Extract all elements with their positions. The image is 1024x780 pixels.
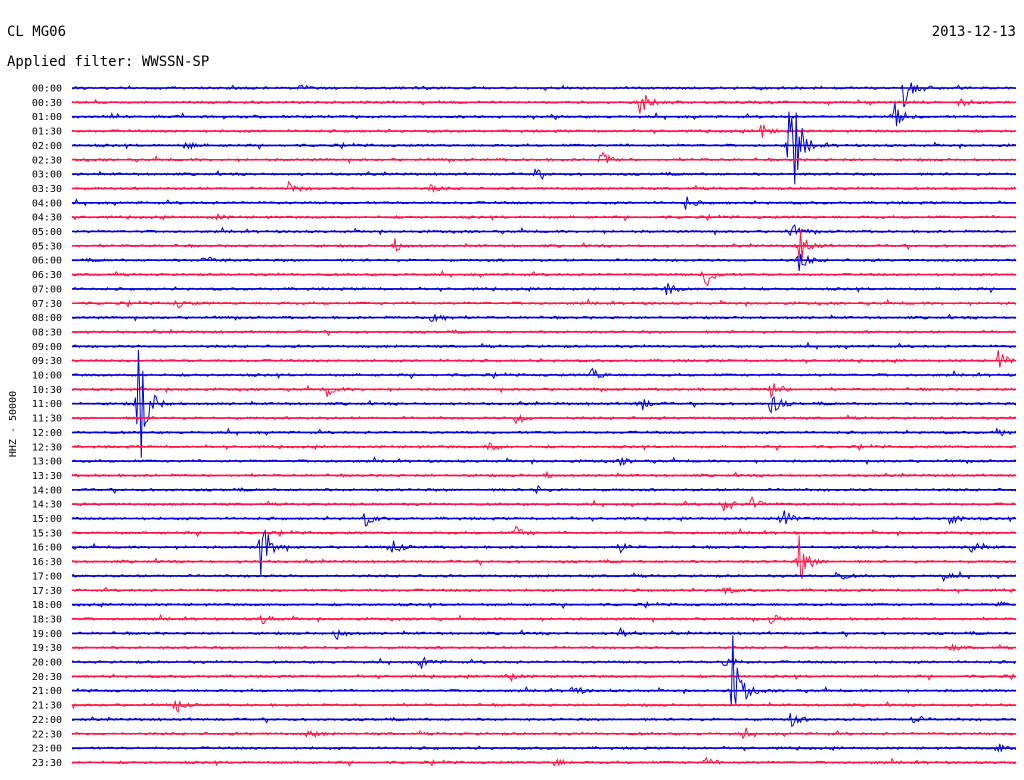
time-label: 19:00 bbox=[32, 629, 62, 640]
time-label: 05:30 bbox=[32, 241, 62, 252]
time-label: 03:00 bbox=[32, 170, 62, 181]
time-label: 03:30 bbox=[32, 184, 62, 195]
seismic-trace bbox=[71, 180, 1017, 194]
date-label: 2013-12-13 bbox=[932, 24, 1016, 40]
seismic-trace bbox=[71, 367, 1017, 380]
time-label: 20:30 bbox=[32, 672, 62, 683]
time-label: 09:30 bbox=[32, 356, 62, 367]
time-label: 23:30 bbox=[32, 758, 62, 769]
seismic-trace bbox=[71, 535, 1017, 580]
time-label: 15:00 bbox=[32, 514, 62, 525]
time-label: 17:30 bbox=[32, 586, 62, 597]
time-label: 21:30 bbox=[32, 701, 62, 712]
time-label: 13:00 bbox=[32, 457, 62, 468]
time-label: 06:00 bbox=[32, 256, 62, 267]
time-label: 09:00 bbox=[32, 342, 62, 353]
seismic-trace bbox=[71, 102, 1017, 127]
seismic-trace bbox=[71, 151, 1017, 164]
time-label: 12:30 bbox=[32, 442, 62, 453]
time-label: 07:30 bbox=[32, 299, 62, 310]
time-label: 01:00 bbox=[32, 112, 62, 123]
time-label: 08:30 bbox=[32, 327, 62, 338]
seismic-trace bbox=[71, 253, 1017, 272]
time-label: 01:30 bbox=[32, 127, 62, 138]
seismic-trace bbox=[71, 656, 1017, 669]
time-label: 05:00 bbox=[32, 227, 62, 238]
time-label: 18:00 bbox=[32, 600, 62, 611]
time-label: 02:00 bbox=[32, 141, 62, 152]
time-label: 22:30 bbox=[32, 729, 62, 740]
time-label: 06:30 bbox=[32, 270, 62, 281]
time-label: 17:00 bbox=[32, 571, 62, 582]
time-label: 18:30 bbox=[32, 614, 62, 625]
seismic-trace bbox=[71, 350, 1017, 368]
time-label: 00:00 bbox=[32, 84, 62, 95]
time-label: 10:30 bbox=[32, 385, 62, 396]
filter-label: Applied filter: WWSSN-SP bbox=[7, 54, 209, 70]
time-label: 10:00 bbox=[32, 371, 62, 382]
time-label: 11:00 bbox=[32, 399, 62, 410]
time-label: 21:00 bbox=[32, 686, 62, 697]
trace-group: 00:00 00:30 01:00 01:30 02:00 02:30 03:00 03:30… bbox=[32, 82, 1017, 769]
time-label: 07:00 bbox=[32, 284, 62, 295]
time-label: 02:30 bbox=[32, 155, 62, 166]
seismic-trace bbox=[71, 383, 1017, 399]
time-label: 11:30 bbox=[32, 414, 62, 425]
seismic-trace bbox=[71, 269, 1017, 287]
time-label: 20:00 bbox=[32, 658, 62, 669]
time-label: 15:30 bbox=[32, 528, 62, 539]
seismic-trace bbox=[71, 700, 1017, 714]
time-label: 16:00 bbox=[32, 543, 62, 554]
seismic-trace bbox=[71, 224, 1017, 237]
time-label: 12:00 bbox=[32, 428, 62, 439]
channel-axis-label: HHZ - 50000 bbox=[8, 391, 19, 457]
seismic-trace bbox=[71, 229, 1017, 260]
seismic-trace bbox=[71, 413, 1016, 425]
time-label: 04:00 bbox=[32, 198, 62, 209]
seismic-trace bbox=[71, 94, 1017, 114]
seismic-trace bbox=[71, 525, 1017, 538]
station-title: CL MG06 bbox=[7, 24, 66, 40]
time-label: 13:30 bbox=[32, 471, 62, 482]
time-label: 00:30 bbox=[32, 98, 62, 109]
time-label: 04:30 bbox=[32, 213, 62, 224]
time-label: 08:00 bbox=[32, 313, 62, 324]
seismic-trace bbox=[71, 672, 1017, 683]
time-label: 16:30 bbox=[32, 557, 62, 568]
time-label: 22:00 bbox=[32, 715, 62, 726]
time-label: 23:00 bbox=[32, 744, 62, 755]
seismic-trace bbox=[71, 635, 1017, 706]
time-label: 14:30 bbox=[32, 500, 62, 511]
time-label: 19:30 bbox=[32, 643, 62, 654]
time-label: 14:00 bbox=[32, 485, 62, 496]
seismic-trace bbox=[71, 528, 1017, 576]
